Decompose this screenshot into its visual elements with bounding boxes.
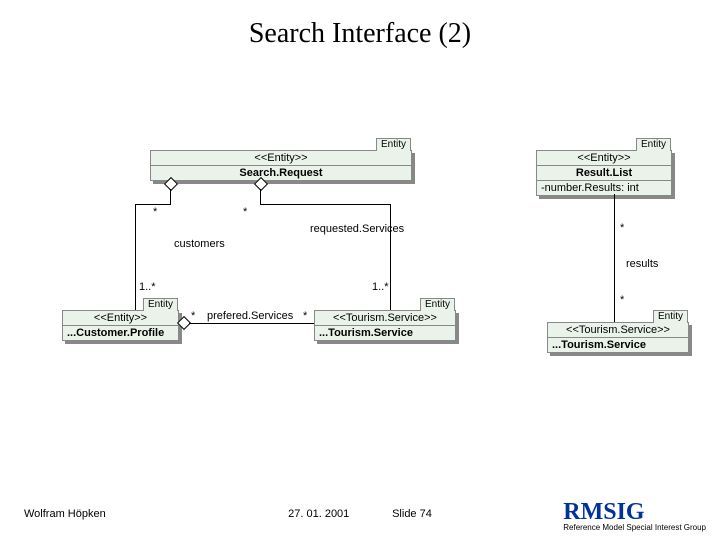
class-name: Result.List [537,166,671,181]
stereotype: <<Entity>> [537,151,671,166]
multiplicity: 1..* [139,281,156,293]
footer-date: 27. 01. 2001 [288,508,349,520]
connector [614,194,615,322]
connector [189,323,314,324]
multiplicity: 1..* [372,281,389,293]
multiplicity: * [303,310,307,322]
connector [135,204,171,205]
class-name: Search.Request [151,166,411,180]
multiplicity: * [153,206,157,218]
box-tourism-service-2: Entity <<Tourism.Service>> ...Tourism.Se… [547,322,689,353]
multiplicity: * [620,222,624,234]
attribute: -number.Results: int [537,181,671,195]
class-name: ...Customer.Profile [63,326,178,340]
connector [135,204,136,310]
connector [170,189,171,204]
tab-entity: Entity [143,298,178,311]
page-title: Search Interface (2) [0,18,720,50]
class-name: ...Tourism.Service [548,338,688,352]
stereotype: <<Entity>> [63,311,178,326]
label-customers: customers [174,238,225,250]
multiplicity: * [243,206,247,218]
box-tourism-service-1: Entity <<Tourism.Service>> ...Tourism.Se… [314,310,456,341]
box-result-list: Entity <<Entity>> Result.List -number.Re… [536,150,672,196]
stereotype: <<Entity>> [151,151,411,166]
tab-entity: Entity [420,298,455,311]
footer-logo-block: RMSIG Reference Model Special Interest G… [563,500,706,532]
stereotype: <<Tourism.Service>> [315,311,455,326]
box-customer-profile: Entity <<Entity>> ...Customer.Profile [62,310,179,341]
tab-entity: Entity [376,138,411,151]
rmsig-subtitle: Reference Model Special Interest Group [563,524,706,532]
stereotype: <<Tourism.Service>> [548,323,688,338]
connector [390,204,391,310]
tab-entity: Entity [653,310,688,323]
multiplicity: * [620,294,624,306]
tab-entity: Entity [636,138,671,151]
connector [260,189,261,204]
multiplicity: * [191,310,195,322]
box-search-request: Entity <<Entity>> Search.Request [150,150,412,181]
label-results: results [626,258,658,270]
class-name: ...Tourism.Service [315,326,455,340]
footer-slide: Slide 74 [392,508,432,520]
connector [260,204,390,205]
label-prefered-services: prefered.Services [207,310,293,322]
label-requested-services: requested.Services [310,223,404,235]
rmsig-logo: RMSIG [563,500,706,524]
